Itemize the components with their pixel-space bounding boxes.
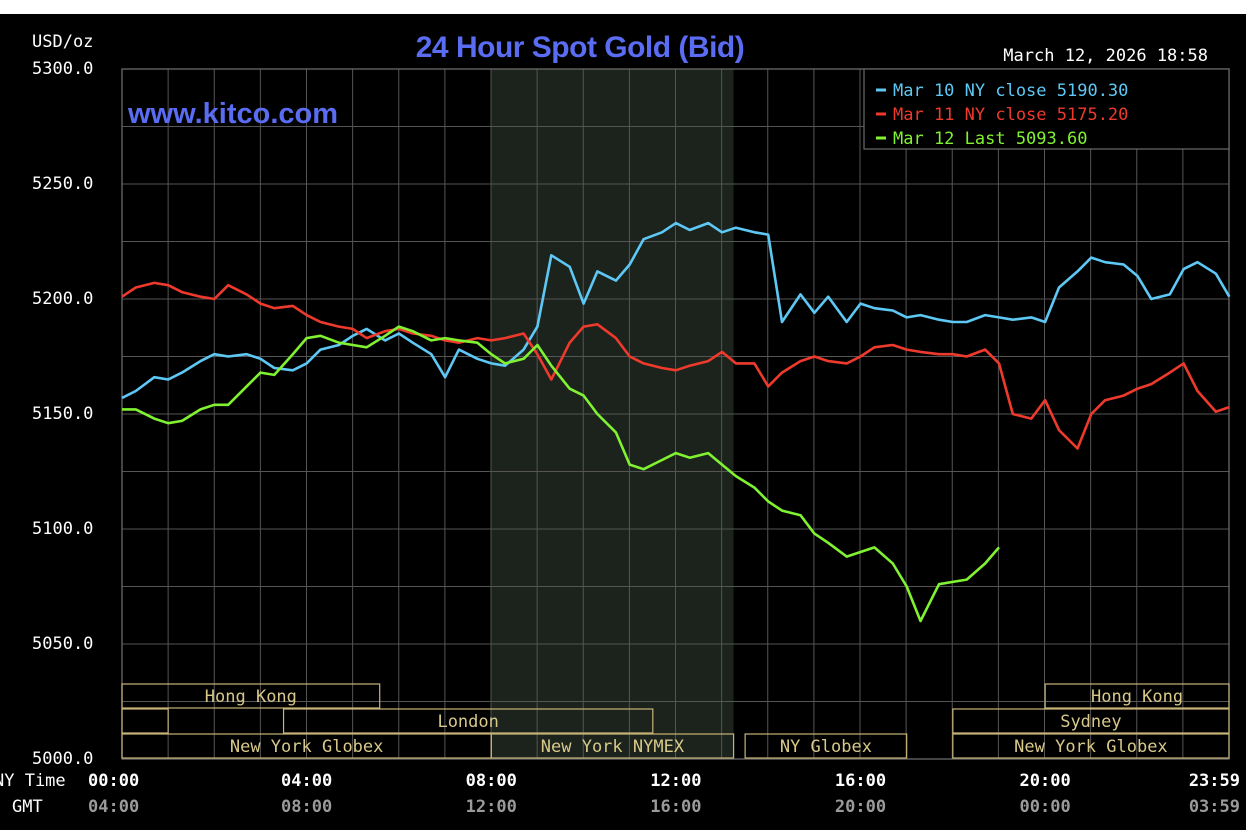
legend-entry: Mar 11 NY close 5175.20 [893, 105, 1128, 125]
session-label: New York Globex [230, 737, 384, 757]
chart-frame: Hong Kong Hong Kong London Sydney New York G… [0, 14, 1246, 830]
y-tick-label: 5000.0 [32, 749, 93, 769]
session-label: Hong Kong [1091, 687, 1183, 707]
session-label: NY Globex [780, 737, 872, 757]
session-label: London [437, 712, 498, 732]
session-label: Hong Kong [205, 687, 297, 707]
gmt-tick-label: 16:00 [650, 797, 701, 817]
x-tick-label: 20:00 [1020, 771, 1071, 791]
session-box [121, 708, 169, 734]
x-tick-label: 00:00 [88, 771, 139, 791]
site-watermark: www.kitco.com [127, 98, 338, 130]
x-tick-label: 23:59 [1189, 771, 1240, 791]
gmt-tick-label: 20:00 [835, 797, 886, 817]
gold-price-chart: Hong Kong Hong Kong London Sydney New York G… [0, 14, 1246, 830]
gmt-tick-label: 12:00 [466, 797, 517, 817]
legend: Mar 10 NY close 5190.30 Mar 11 NY close 5… [863, 68, 1230, 150]
session-label: New York NYMEX [541, 737, 685, 757]
session-box [1044, 683, 1230, 709]
series-line-3 [122, 325, 1000, 623]
legend-entry: Mar 12 Last 5093.60 [893, 129, 1087, 149]
legend-entry: Mar 10 NY close 5190.30 [893, 81, 1128, 101]
gmt-tick-label: 08:00 [281, 797, 332, 817]
plot-border [121, 68, 1230, 760]
session-label: New York Globex [1014, 737, 1168, 757]
y-tick-label: 5200.0 [32, 289, 93, 309]
gmt-row-label: GMT [12, 797, 43, 817]
gmt-tick-label: 00:00 [1020, 797, 1071, 817]
y-tick-label: 5300.0 [32, 59, 93, 79]
x-tick-label: 08:00 [466, 771, 517, 791]
legend-box [863, 68, 1230, 150]
session-box [744, 733, 908, 759]
x-tick-label: 16:00 [835, 771, 886, 791]
chart-title: 24 Hour Spot Gold (Bid) [416, 31, 744, 64]
session-box [282, 708, 654, 734]
y-tick-label: 5250.0 [32, 174, 93, 194]
y-tick-label: 5050.0 [32, 634, 93, 654]
y-tick-label: 5100.0 [32, 519, 93, 539]
gmt-tick-label: 03:59 [1189, 797, 1240, 817]
y-tick-label: 5150.0 [32, 404, 93, 424]
x-row-label: NY Time [0, 771, 66, 791]
session-box [952, 733, 1230, 759]
series-line-1 [121, 221, 1231, 400]
gmt-tick-label: 04:00 [88, 797, 139, 817]
session-label: Sydney [1060, 712, 1121, 732]
session-box [952, 708, 1230, 734]
unit-label: USD/oz [32, 32, 93, 52]
date-label: March 12, 2026 18:58 [1003, 46, 1208, 66]
x-tick-label: 04:00 [281, 771, 332, 791]
session-box [121, 683, 381, 709]
session-box [490, 733, 735, 759]
series-line-2 [121, 281, 1230, 450]
x-tick-label: 12:00 [650, 771, 701, 791]
